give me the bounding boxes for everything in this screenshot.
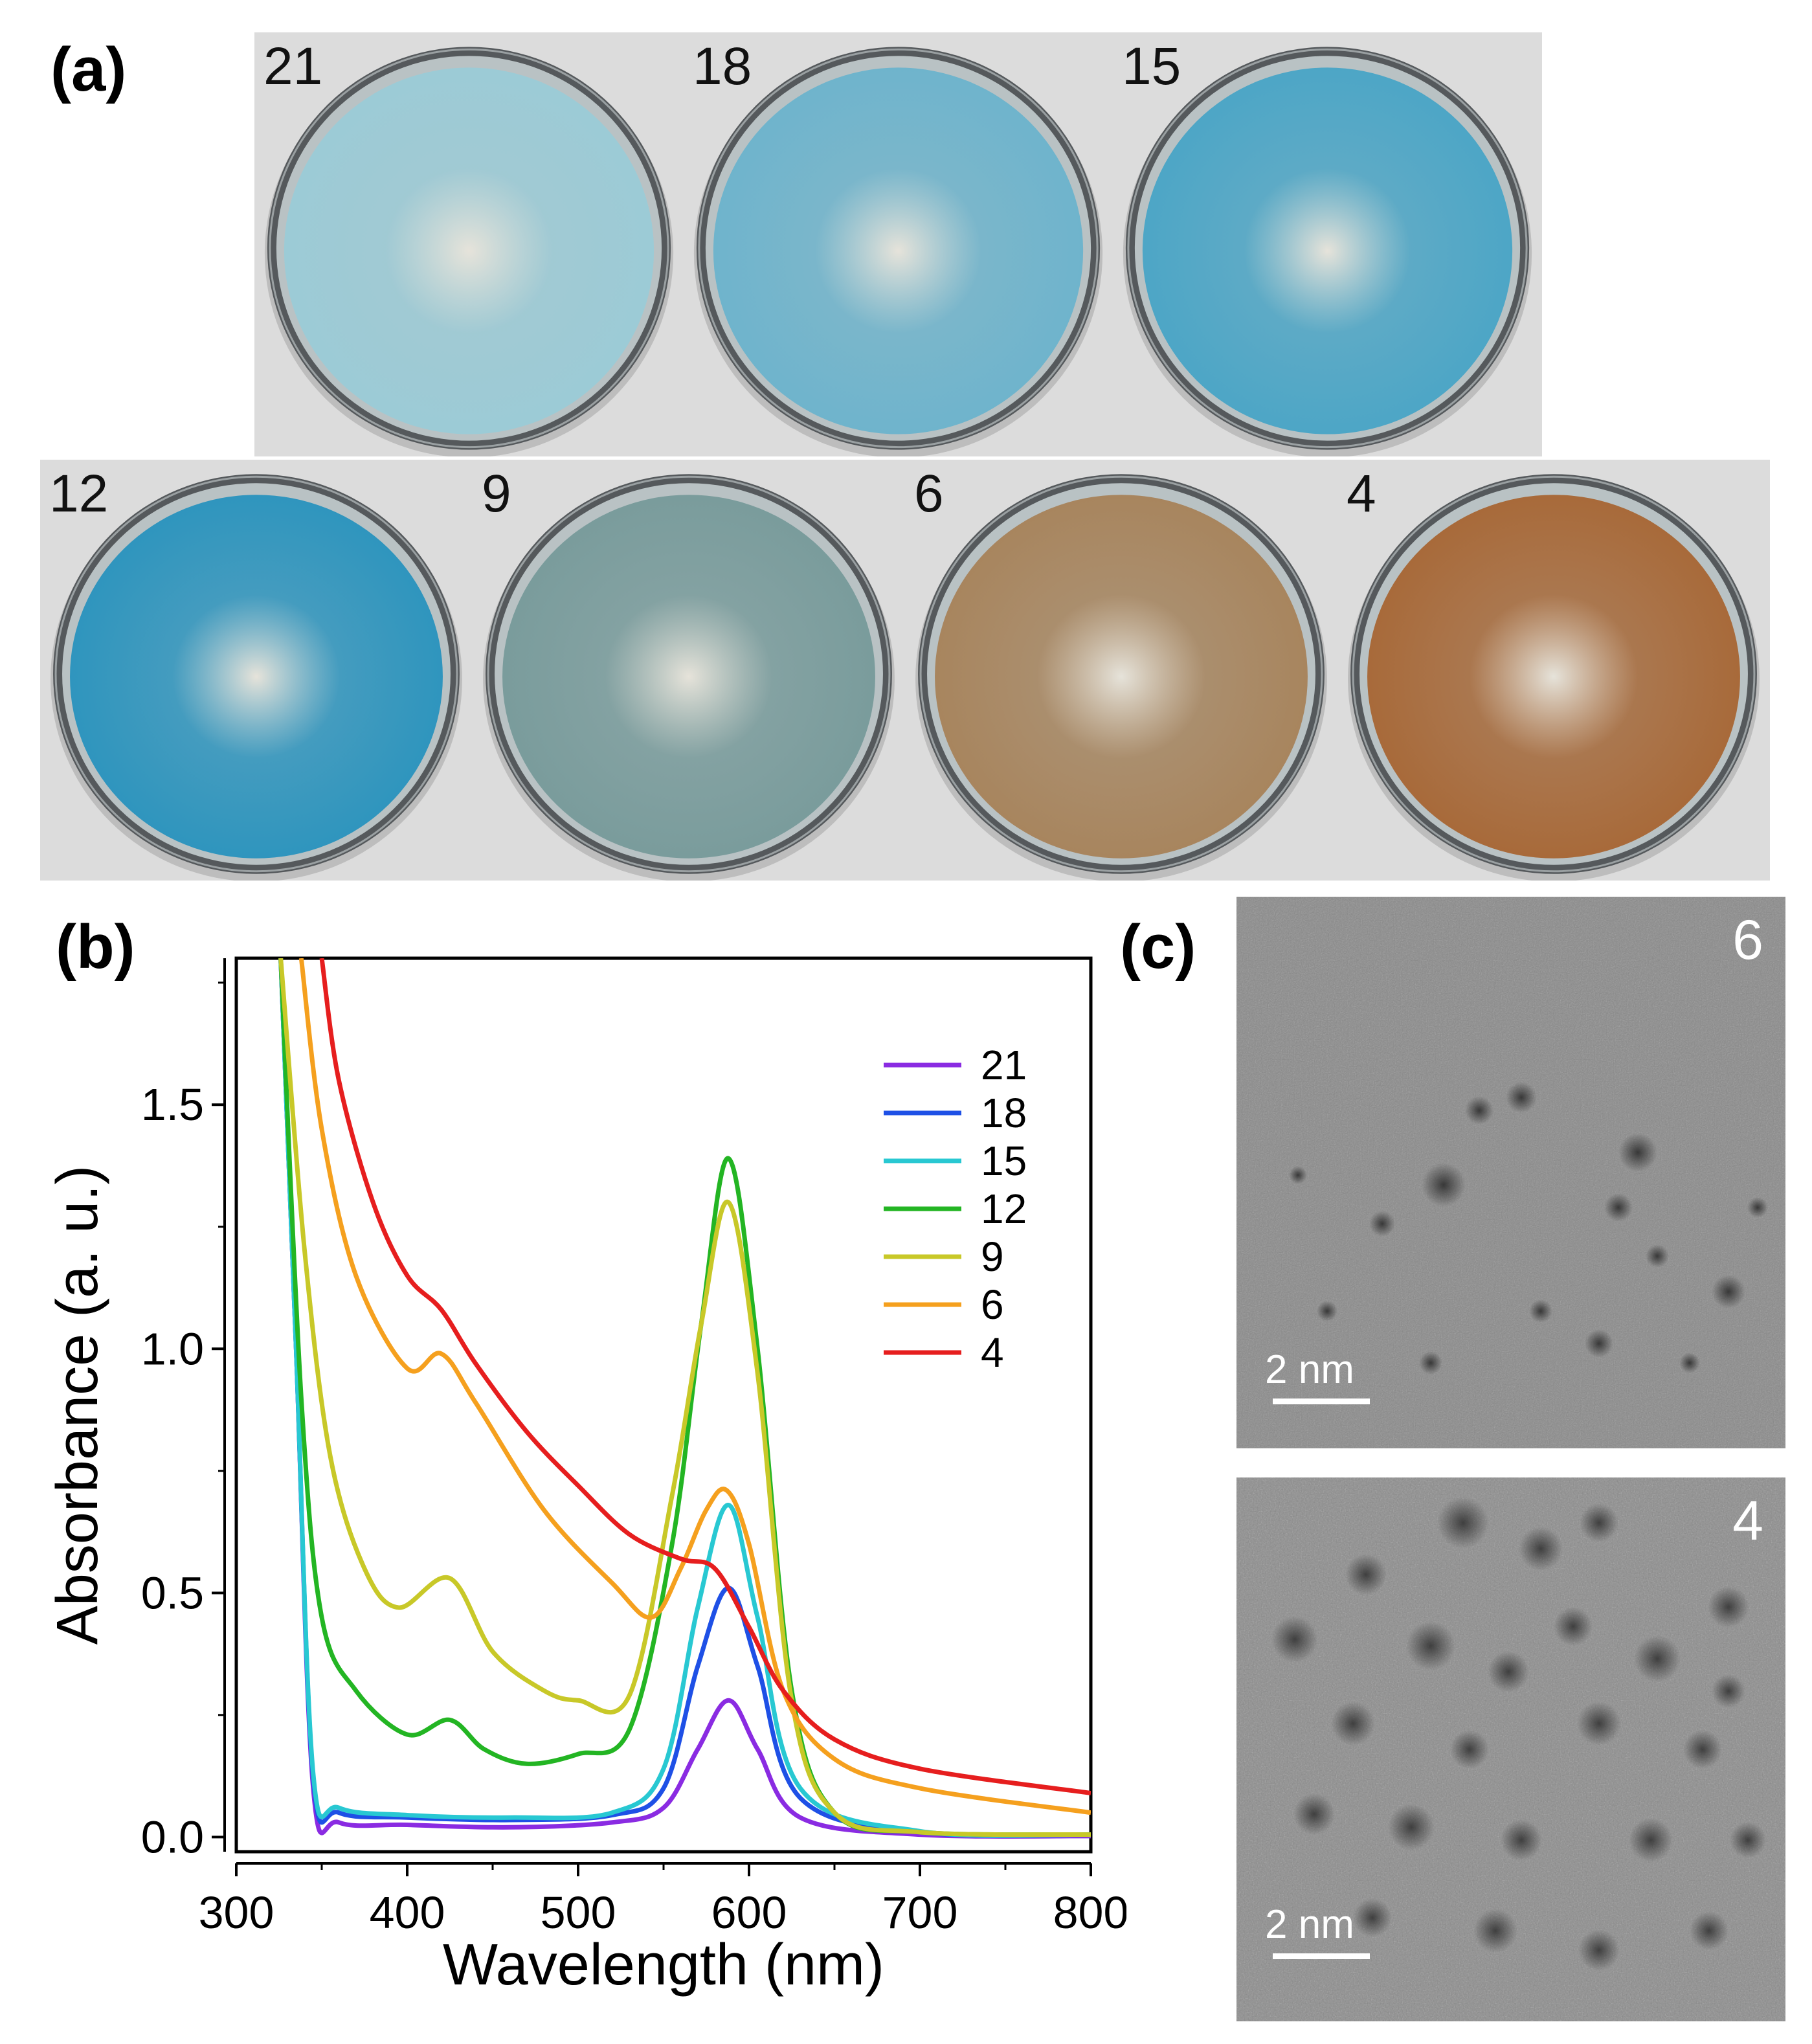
dish-sample-label: 9 [482, 464, 511, 523]
x-tick-label: 500 [541, 1887, 616, 1938]
scale-bar [1273, 1398, 1370, 1404]
y-tick-label: 1.0 [141, 1323, 204, 1374]
scale-bar-text: 2 nm [1265, 1347, 1354, 1392]
x-tick-label: 800 [1053, 1887, 1126, 1938]
series-line-6 [298, 958, 1091, 1815]
series-line-4 [319, 958, 1091, 1795]
dish-sample-label: 6 [914, 464, 944, 523]
x-tick-label: 600 [711, 1887, 787, 1938]
petri-dish-drawing [254, 32, 684, 456]
petri-dish-drawing [40, 460, 473, 881]
legend-label: 21 [981, 1042, 1027, 1088]
y-tick-label: 1.5 [141, 1079, 204, 1130]
series-line-15 [278, 958, 1091, 1838]
legend-label: 9 [981, 1233, 1004, 1280]
petri-dish-photo-15: 15 [1113, 32, 1542, 456]
tem-image-sample-6: 6 2 nm [1236, 897, 1785, 1448]
scale-bar-text: 2 nm [1265, 1902, 1354, 1947]
dish-sample-label: 4 [1347, 464, 1376, 523]
legend-label: 15 [981, 1138, 1027, 1184]
x-tick-label: 700 [882, 1887, 958, 1938]
dish-sample-label: 18 [693, 37, 752, 96]
petri-dish-photo-18: 18 [684, 32, 1113, 456]
tem-image-sample-4: 4 2 nm [1236, 1477, 1785, 2021]
legend-label: 6 [981, 1281, 1004, 1328]
petri-dish-photo-6: 6 [905, 460, 1337, 881]
absorbance-chart: 300 400 500 600 700 800 0.0 0.5 1.0 1.5 Wavelength… [45, 956, 1126, 1997]
legend-label: 18 [981, 1090, 1027, 1136]
x-tick-label: 300 [199, 1887, 274, 1938]
petri-dish-photo-21: 21 [254, 32, 684, 456]
dish-sample-label: 21 [263, 37, 323, 96]
y-axis-title: Absorbance (a. u.) [45, 1165, 110, 1645]
tem-micrograph-texture [1236, 1477, 1785, 2021]
panel-b-label: (b) [56, 912, 135, 982]
tem-sample-label: 4 [1732, 1490, 1763, 1552]
y-tick-label: 0.0 [141, 1812, 204, 1862]
x-axis-title: Wavelength (nm) [443, 1933, 884, 1997]
petri-dish-photo-4: 4 [1337, 460, 1770, 881]
tem-micrograph-texture [1236, 897, 1785, 1448]
petri-dish-drawing [684, 32, 1113, 456]
petri-dish-drawing [1337, 460, 1770, 881]
dish-sample-label: 12 [49, 464, 109, 523]
dish-sample-label: 15 [1122, 37, 1181, 96]
scale-bar [1273, 1953, 1370, 1959]
petri-dish-drawing [473, 460, 905, 881]
legend-label: 4 [981, 1329, 1004, 1376]
tem-sample-label: 6 [1732, 909, 1763, 971]
petri-dish-photo-9: 9 [473, 460, 905, 881]
petri-dish-drawing [905, 460, 1337, 881]
plot-frame [234, 956, 1093, 1854]
panel-a-label: (a) [50, 35, 127, 104]
petri-dish-drawing [1113, 32, 1542, 456]
panel-c-label: (c) [1120, 912, 1196, 982]
x-tick-label: 400 [370, 1887, 445, 1938]
legend-label: 12 [981, 1185, 1027, 1232]
petri-dish-photo-12: 12 [40, 460, 473, 881]
y-tick-label: 0.5 [141, 1567, 204, 1618]
